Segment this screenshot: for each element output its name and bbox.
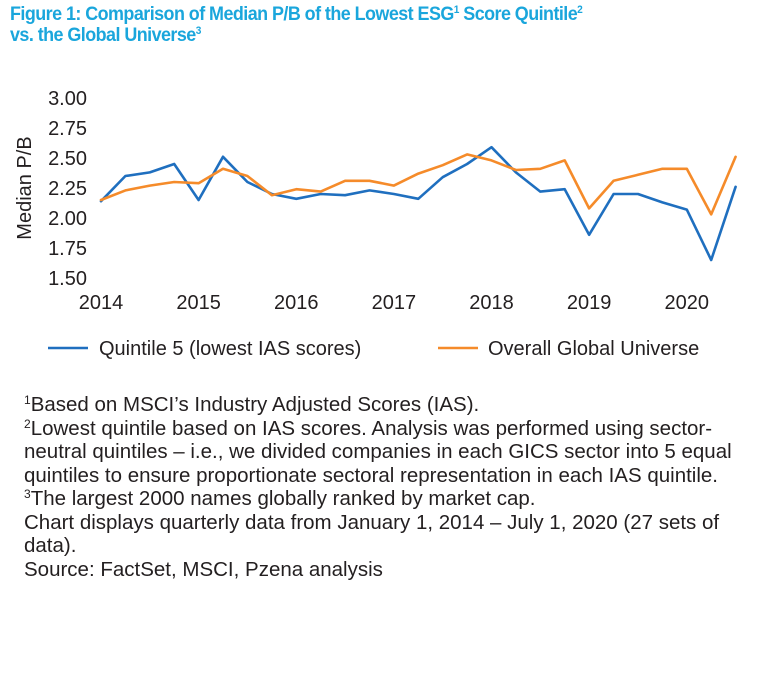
legend-label-1: Quintile 5 (lowest IAS scores)	[99, 338, 361, 360]
x-tick-label: 2018	[469, 292, 514, 314]
chart-title-text-1: Figure 1: Comparison of Median P/B of th…	[10, 3, 454, 25]
footnote-1-marker: 1	[24, 393, 31, 407]
y-tick-label: 2.50	[48, 148, 87, 170]
x-tick-label: 2014	[79, 292, 124, 314]
x-tick-label: 2020	[665, 292, 710, 314]
chart-title-footnote-2: 2	[577, 4, 583, 16]
footnotes: 1Based on MSCI’s Industry Adjusted Score…	[24, 393, 754, 581]
footnote-1-text: Based on MSCI’s Industry Adjusted Scores…	[30, 393, 480, 416]
chart-title-footnote-3: 3	[195, 25, 202, 37]
line-chart: 3.00 2.75 2.50 2.25 2.00 1.75 1.50 Median P/B 2…	[14, 88, 737, 360]
chart-title: Figure 1: Comparison of Median P/B of th…	[10, 4, 700, 46]
footnote-3-text: The largest 2000 names globally ranked b…	[30, 487, 536, 510]
y-axis-title: Median P/B	[14, 136, 36, 239]
chart-title-text-3: vs. the Global Universe	[10, 24, 196, 46]
y-tick-label: 1.75	[48, 238, 87, 260]
footnote-2-text: Lowest quintile based on IAS scores. Ana…	[24, 416, 732, 487]
y-tick-label: 3.00	[48, 88, 87, 110]
legend: Quintile 5 (lowest IAS scores) Overall Gl…	[48, 338, 699, 360]
plot-lines	[99, 145, 737, 262]
y-axis: 3.00 2.75 2.50 2.25 2.00 1.75 1.50 Median P/B	[14, 88, 87, 290]
y-tick-label: 2.75	[48, 118, 87, 140]
chart-title-footnote-1: 1	[453, 4, 460, 16]
chart-title-line-1: Figure 1: Comparison of Median P/B of th…	[10, 4, 700, 25]
x-axis: 2014 2015 2016 2017 2018 2019 2020	[79, 292, 709, 314]
series-line-2	[99, 153, 737, 216]
chart-title-line-2: vs. the Global Universe3	[10, 25, 700, 46]
y-tick-label: 1.50	[48, 268, 87, 290]
footnote-2-marker: 2	[24, 416, 31, 431]
footnote-3: 3The largest 2000 names globally ranked …	[24, 487, 754, 511]
x-tick-label: 2016	[274, 292, 319, 314]
chart-title-text-2: Score Quintile	[458, 3, 578, 25]
x-tick-label: 2017	[372, 292, 417, 314]
source-note: Source: FactSet, MSCI, Pzena analysis	[24, 557, 383, 581]
x-tick-label: 2015	[176, 292, 221, 314]
footnote-1: 1Based on MSCI’s Industry Adjusted Score…	[24, 393, 754, 417]
legend-label-2: Overall Global Universe	[488, 338, 699, 360]
data-note: Chart displays quarterly data from Janua…	[24, 510, 720, 558]
footnote-2: 2Lowest quintile based on IAS scores. An…	[24, 417, 754, 488]
y-tick-label: 2.00	[48, 208, 87, 230]
series-line-1	[99, 145, 737, 262]
x-tick-label: 2019	[567, 292, 612, 314]
y-tick-label: 2.25	[48, 178, 87, 200]
footnote-3-marker: 3	[24, 487, 31, 501]
